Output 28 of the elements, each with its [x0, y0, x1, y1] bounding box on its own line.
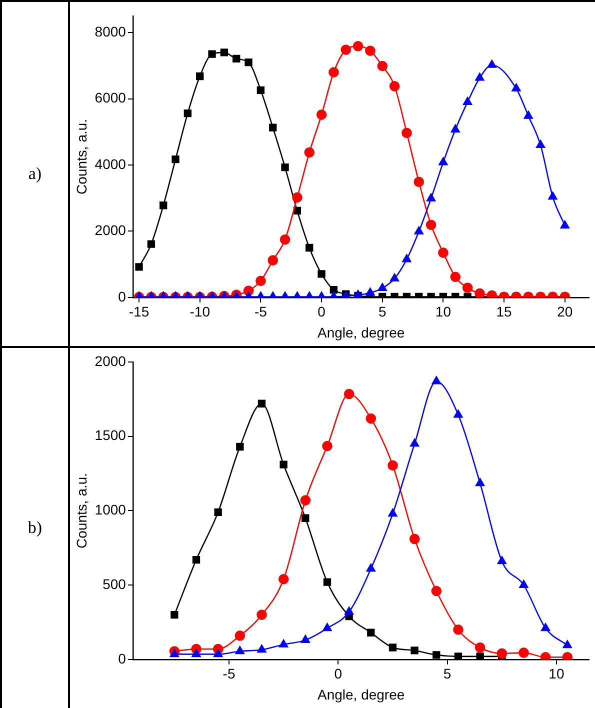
x-tick-label: 5	[443, 666, 452, 682]
x-tick-label: 10	[548, 666, 564, 682]
x-tick-label: 15	[496, 304, 512, 320]
text: a)	[28, 164, 42, 184]
x-tick-label: -10	[190, 304, 210, 320]
y-tick-label: 0	[118, 650, 126, 666]
y-tick-label: 0	[118, 288, 126, 304]
y-tick-label: 1500	[94, 427, 126, 444]
y-tick-label: 8000	[94, 23, 126, 40]
text: b)	[28, 518, 42, 538]
x-axis-title: Angle, degree	[317, 324, 405, 340]
y-tick-label: 4000	[94, 156, 126, 172]
x-tick-label: -5	[254, 304, 268, 320]
y-tick-label: 500	[102, 576, 126, 592]
y-tick-label: 2000	[94, 352, 126, 369]
x-tick-label: -15	[128, 304, 150, 320]
x-tick-label: 5	[378, 304, 386, 320]
y-axis-title: Counts, a.u.	[73, 118, 90, 194]
x-tick-label: 0	[334, 666, 342, 682]
x-tick-label: 20	[557, 304, 573, 320]
x-axis-title: Angle, degree	[317, 686, 405, 702]
x-tick-label: -5	[222, 666, 236, 682]
x-tick-label: 0	[318, 304, 326, 320]
x-tick-label: 10	[435, 304, 452, 320]
y-tick-label: 2000	[94, 222, 126, 238]
y-tick-label: 6000	[94, 90, 126, 106]
y-axis-title: Counts, a.u.	[73, 472, 90, 548]
y-tick-label: 1000	[94, 502, 126, 518]
